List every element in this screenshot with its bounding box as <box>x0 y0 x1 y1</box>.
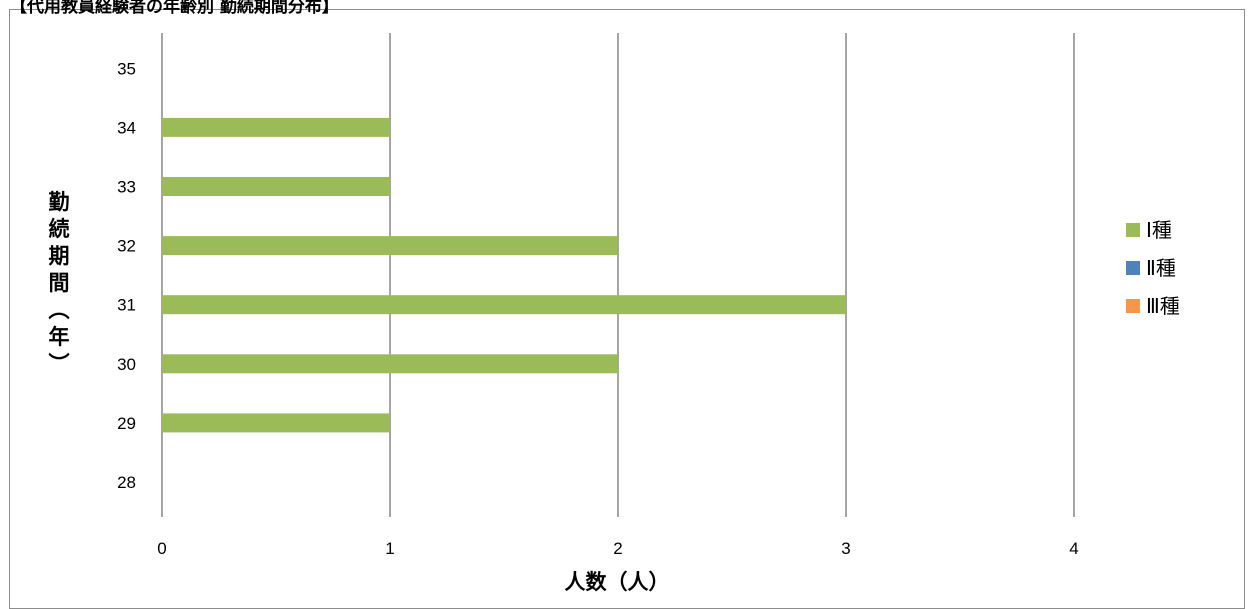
y-tick-label: 28 <box>117 473 136 492</box>
legend-item: Ⅱ種 <box>1126 256 1176 280</box>
legend-item: Ⅲ種 <box>1126 294 1180 318</box>
legend-item: Ⅰ種 <box>1126 218 1172 242</box>
bar-series0-31 <box>162 295 846 315</box>
bar-series0-32 <box>162 236 618 256</box>
y-tick-label: 31 <box>117 296 136 315</box>
y-tick-label: 32 <box>117 237 136 256</box>
bar-series0-33 <box>162 177 390 196</box>
y-tick-label: 34 <box>117 118 136 137</box>
bar-series0-30 <box>162 354 618 374</box>
x-tick-label: 1 <box>385 539 394 558</box>
y-tick-label: 29 <box>117 414 136 433</box>
y-tick-label: 33 <box>117 178 136 197</box>
x-axis-title: 人数（人） <box>565 570 670 594</box>
x-tick-label: 2 <box>613 539 622 558</box>
legend-label: Ⅱ種 <box>1146 256 1176 280</box>
legend-swatch <box>1126 223 1140 237</box>
y-tick-label: 30 <box>117 355 136 374</box>
bar-series0-34 <box>162 117 390 137</box>
x-tick-label: 3 <box>841 539 850 558</box>
legend-swatch <box>1126 261 1140 275</box>
x-tick-labels: 0 1 2 3 4 <box>157 539 1078 558</box>
legend-swatch <box>1126 299 1140 313</box>
legend-label: Ⅰ種 <box>1146 218 1172 242</box>
bar-series0-29 <box>162 413 390 433</box>
chart-title: 【代用教員経験者の年齢別 勤続期間分布】 <box>10 0 339 16</box>
grid-lines <box>161 33 1075 517</box>
y-tick-labels: 28 29 30 31 32 33 34 35 <box>117 59 136 492</box>
y-tick-label: 35 <box>117 59 136 78</box>
legend-label: Ⅲ種 <box>1146 294 1180 318</box>
y-axis-title: 勤続期間︵年︶ <box>49 190 70 376</box>
x-tick-label: 0 <box>157 539 166 558</box>
x-tick-label: 4 <box>1069 539 1078 558</box>
bars <box>162 117 846 433</box>
